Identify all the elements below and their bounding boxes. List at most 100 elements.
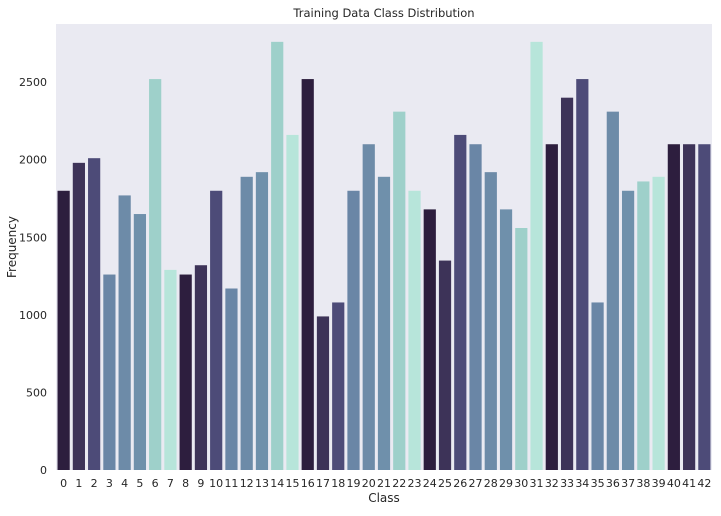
x-tick-label: 15 (285, 477, 299, 490)
x-tick-label: 20 (362, 477, 376, 490)
bar-class-31 (530, 41, 543, 471)
y-tick-label: 1000 (19, 309, 47, 322)
bar-class-5 (133, 214, 147, 470)
bar-class-20 (362, 144, 375, 471)
bar-class-14 (271, 41, 284, 471)
y-tick-label: 2500 (19, 76, 47, 89)
bar-class-24 (423, 209, 436, 471)
bar-class-28 (484, 172, 497, 470)
bar-class-39 (652, 176, 665, 471)
x-tick-label: 42 (697, 477, 711, 490)
x-tick-label: 10 (209, 477, 223, 490)
y-tick-label: 2000 (19, 154, 47, 167)
x-tick-label: 31 (530, 477, 544, 490)
bar-class-40 (667, 144, 680, 471)
x-axis-label: Class (368, 491, 400, 505)
y-tick-label: 0 (40, 464, 47, 477)
bar-class-36 (606, 111, 619, 471)
x-tick-label: 28 (484, 477, 498, 490)
bar-class-6 (149, 79, 162, 471)
bar-class-0 (57, 190, 70, 471)
bar-class-27 (469, 144, 482, 471)
x-tick-label: 13 (255, 477, 269, 490)
bar-class-22 (393, 111, 406, 471)
x-tick-label: 34 (575, 477, 589, 490)
x-tick-label: 3 (106, 477, 113, 490)
bar-class-32 (545, 144, 558, 471)
bar-class-15 (286, 134, 299, 470)
x-tick-label: 27 (469, 477, 483, 490)
bar-class-4 (118, 195, 131, 470)
bar-class-34 (576, 79, 589, 471)
x-tick-label: 41 (682, 477, 696, 490)
x-tick-label: 17 (316, 477, 330, 490)
x-tick-label: 12 (240, 477, 254, 490)
x-tick-label: 39 (652, 477, 666, 490)
bar-class-23 (408, 190, 421, 471)
bar-class-19 (347, 190, 360, 471)
y-axis-ticks: 0 500 1000 1500 2000 2500 (19, 76, 47, 477)
y-tick-label: 1500 (19, 231, 47, 244)
x-tick-label: 21 (377, 477, 391, 490)
x-axis-ticks: 0 1 2 3 4 5 6 7 8 9 10 11 12 13 14 15 16 17 18 19 20 21 22 23 24… (60, 477, 711, 490)
x-tick-label: 7 (167, 477, 174, 490)
bars-group (57, 41, 711, 471)
x-tick-label: 37 (621, 477, 635, 490)
bar-class-16 (301, 79, 314, 471)
x-tick-label: 18 (331, 477, 345, 490)
bar-class-30 (515, 227, 528, 470)
bar-class-41 (683, 144, 696, 471)
x-tick-label: 26 (453, 477, 467, 490)
bar-class-35 (591, 302, 604, 470)
x-tick-label: 11 (224, 477, 238, 490)
bar-class-29 (499, 209, 513, 471)
y-axis-label: Frequency (5, 216, 19, 278)
chart-title: Training Data Class Distribution (292, 6, 474, 20)
bar-class-13 (255, 172, 269, 470)
x-tick-label: 23 (408, 477, 422, 490)
bar-class-25 (438, 260, 452, 470)
x-tick-label: 35 (591, 477, 605, 490)
x-tick-label: 22 (392, 477, 406, 490)
bar-class-38 (637, 181, 650, 470)
bar-class-2 (88, 158, 101, 471)
x-tick-label: 1 (75, 477, 82, 490)
bar-class-37 (621, 190, 635, 471)
bar-class-8 (179, 274, 192, 470)
bar-class-1 (72, 162, 85, 470)
x-tick-label: 5 (136, 477, 143, 490)
bar-class-17 (316, 316, 330, 470)
bar-class-42 (698, 144, 711, 471)
bar-class-12 (240, 176, 253, 471)
x-tick-label: 29 (499, 477, 513, 490)
bar-class-9 (194, 265, 208, 470)
x-tick-label: 0 (60, 477, 67, 490)
x-tick-label: 8 (182, 477, 189, 490)
bar-class-21 (377, 176, 391, 471)
x-tick-label: 14 (270, 477, 284, 490)
x-tick-label: 36 (606, 477, 620, 490)
x-tick-label: 38 (636, 477, 650, 490)
x-tick-label: 32 (545, 477, 559, 490)
x-tick-label: 30 (514, 477, 528, 490)
x-tick-label: 16 (301, 477, 315, 490)
bar-class-7 (164, 269, 177, 470)
bar-class-10 (210, 190, 223, 471)
x-tick-label: 9 (197, 477, 204, 490)
x-tick-label: 2 (91, 477, 98, 490)
bar-class-18 (332, 302, 345, 470)
x-tick-label: 19 (346, 477, 360, 490)
x-tick-label: 25 (438, 477, 452, 490)
bar-class-11 (225, 288, 238, 470)
x-tick-label: 4 (121, 477, 128, 490)
x-tick-label: 40 (667, 477, 681, 490)
x-tick-label: 33 (560, 477, 574, 490)
x-tick-label: 6 (152, 477, 159, 490)
bar-class-33 (560, 97, 574, 471)
bar-class-3 (103, 274, 116, 470)
bar-class-26 (454, 134, 467, 470)
x-tick-label: 24 (423, 477, 437, 490)
y-tick-label: 500 (26, 386, 47, 399)
